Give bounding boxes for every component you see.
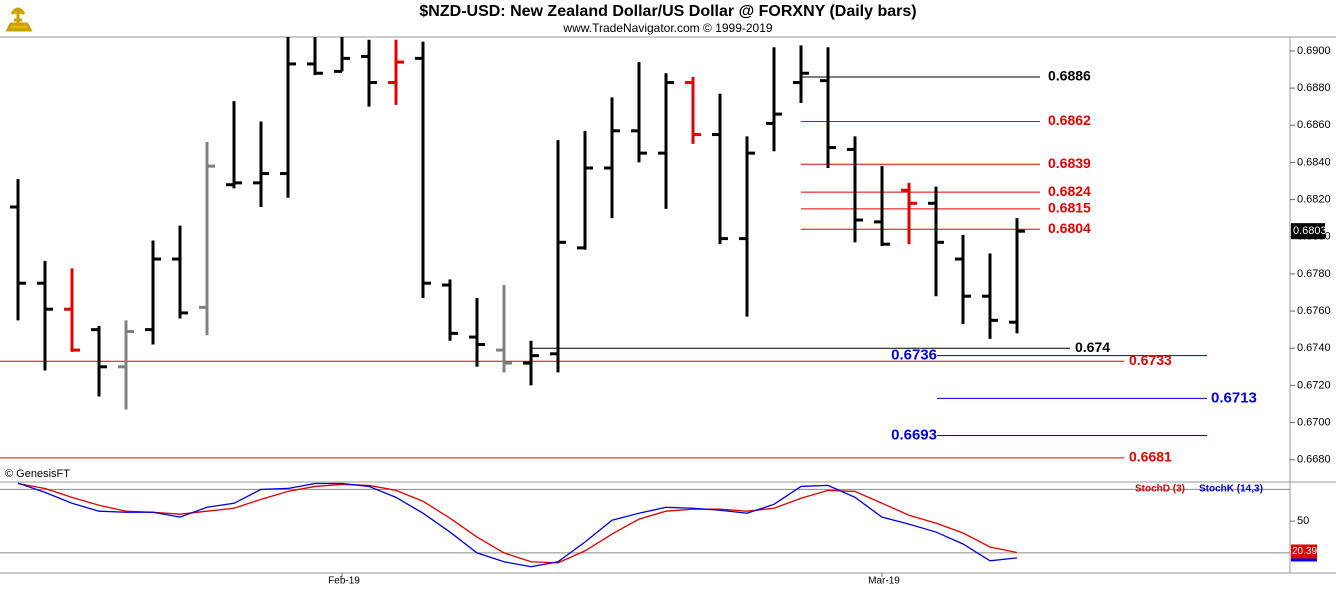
level-label: 0.6733 (1129, 352, 1172, 368)
stoch-plot (0, 482, 1290, 568)
axes: 0.6680 0.6700 0.6720 0.6740 0.6760 0.6780 0.68… (328, 45, 1331, 587)
value-tag-box (1291, 544, 1317, 559)
stoch-line (17, 482, 1018, 564)
y-tick-label: 0.6860 (1297, 119, 1331, 131)
legend-label: StochD (3) (1135, 484, 1185, 495)
y-tick-label: 0.6840 (1297, 156, 1331, 168)
level-label: 0.6736 (891, 347, 937, 364)
value-tag-stripe (1291, 558, 1317, 562)
level-label: 0.6693 (891, 427, 937, 444)
y-tick-label: 0.6900 (1297, 45, 1331, 57)
level-label: 0.6713 (1211, 389, 1257, 406)
chart-title: $NZD-USD: New Zealand Dollar/US Dollar @… (419, 3, 916, 20)
level-label: 0.6804 (1048, 220, 1091, 236)
annotation: © GenesisFT (5, 468, 70, 480)
value-label: 20.39 (1292, 546, 1317, 557)
y-tick-label: 0.6700 (1297, 416, 1331, 428)
level-label: 0.6681 (1129, 449, 1172, 465)
price-plot (0, 37, 1207, 459)
level-label: 0.6862 (1048, 112, 1091, 128)
y-tick-label: 50 (1297, 515, 1309, 527)
y-tick-label: 0.6720 (1297, 379, 1331, 391)
level-label: 0.6839 (1048, 155, 1091, 171)
y-tick-label: 0.6880 (1297, 82, 1331, 94)
logo (5, 7, 33, 32)
level-label: 0.6815 (1048, 200, 1091, 216)
level-label: 0.674 (1075, 339, 1110, 355)
price-tag-box (1291, 223, 1325, 240)
stoch-line (17, 482, 1018, 568)
level-label: 0.6886 (1048, 68, 1091, 84)
y-tick-label: 0.6780 (1297, 268, 1331, 280)
y-tick-label: 0.6820 (1297, 193, 1331, 205)
x-tick-label: Feb-19 (328, 576, 360, 587)
x-tick-label: Mar-19 (868, 576, 900, 587)
price-tag: 0.6803 (1293, 225, 1327, 237)
chart-subtitle: www.TradeNavigator.com © 1999-2019 (562, 21, 772, 35)
y-tick-label: 0.6760 (1297, 305, 1331, 317)
y-tick-label: 0.6740 (1297, 342, 1331, 354)
y-tick-label: 0.6680 (1297, 454, 1331, 466)
legend-label: StochK (14,3) (1199, 484, 1263, 495)
level-label: 0.6824 (1048, 183, 1091, 199)
